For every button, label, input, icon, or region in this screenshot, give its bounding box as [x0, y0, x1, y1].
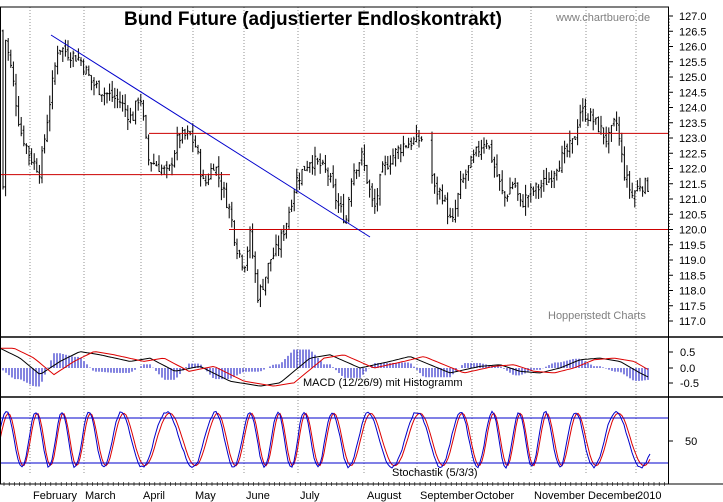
price-tick-label: 126.5 [679, 26, 707, 38]
price-tick-label: 117.5 [679, 301, 706, 313]
y-axis-ticks: 127.0 126.5 126.0 125.5 125.0 124.5 124.0 123.5… [668, 11, 707, 448]
month-label: November [534, 490, 585, 502]
macd-signal-line [0, 347, 649, 387]
month-label: October [475, 490, 514, 502]
price-tick-label: 124.5 [679, 87, 707, 99]
price-tick-label: 122.0 [679, 164, 707, 176]
price-tick-label: 119.5 [679, 240, 706, 252]
macd-label: MACD (12/26/9) mit Histogramm [303, 377, 463, 389]
month-label: March [85, 490, 116, 502]
month-label: February [33, 490, 78, 502]
stoch-k-line [0, 410, 651, 469]
price-tick-label: 117.0 [679, 316, 706, 328]
reference-lines [0, 34, 668, 464]
price-tick-label: 120.0 [679, 225, 707, 237]
panel-frames [0, 6, 723, 485]
macd-tick-label: 0.5 [680, 347, 695, 359]
chart-title: Bund Future (adjustierter Endloskontrakt… [124, 9, 502, 30]
macd-tick-label: 0.0 [680, 363, 695, 375]
price-tick-label: 121.5 [679, 179, 707, 191]
price-tick-label: 122.5 [679, 148, 707, 160]
price-tick-label: 118.5 [679, 270, 706, 282]
macd-tick-label: -0.5 [680, 378, 699, 390]
month-label: May [195, 490, 216, 502]
x-axis-labels: February March April May June July August Septe… [3, 482, 665, 502]
month-label: 2010 [637, 490, 661, 502]
downtrend-line [50, 34, 371, 238]
stoch-tick-label: 50 [685, 436, 697, 448]
macd-line [0, 347, 649, 387]
price-tick-label: 126.0 [679, 42, 707, 54]
price-candles [1, 29, 649, 308]
month-label: July [300, 490, 320, 502]
month-label: December [588, 490, 639, 502]
price-tick-label: 125.5 [679, 57, 707, 69]
price-tick-label: 119.0 [679, 255, 706, 267]
source-watermark: www.chartbuero.de [555, 12, 650, 24]
provider-watermark: Hoppenstedt Charts [548, 310, 646, 322]
price-tick-label: 125.0 [679, 72, 707, 84]
price-tick-label: 127.0 [679, 11, 707, 23]
price-tick-label: 124.0 [679, 103, 707, 115]
month-label: September [420, 490, 474, 502]
price-tick-label: 123.5 [679, 118, 707, 130]
month-label: August [367, 490, 401, 502]
price-tick-label: 123.0 [679, 133, 707, 145]
price-tick-label: 120.5 [679, 209, 707, 221]
price-tick-label: 118.0 [679, 286, 706, 298]
grid [29, 7, 637, 474]
month-label: June [246, 490, 270, 502]
month-label: April [143, 490, 165, 502]
stochastik-label: Stochastik (5/3/3) [392, 467, 478, 479]
price-tick-label: 121.0 [679, 194, 707, 206]
chart-frame [0, 6, 669, 485]
